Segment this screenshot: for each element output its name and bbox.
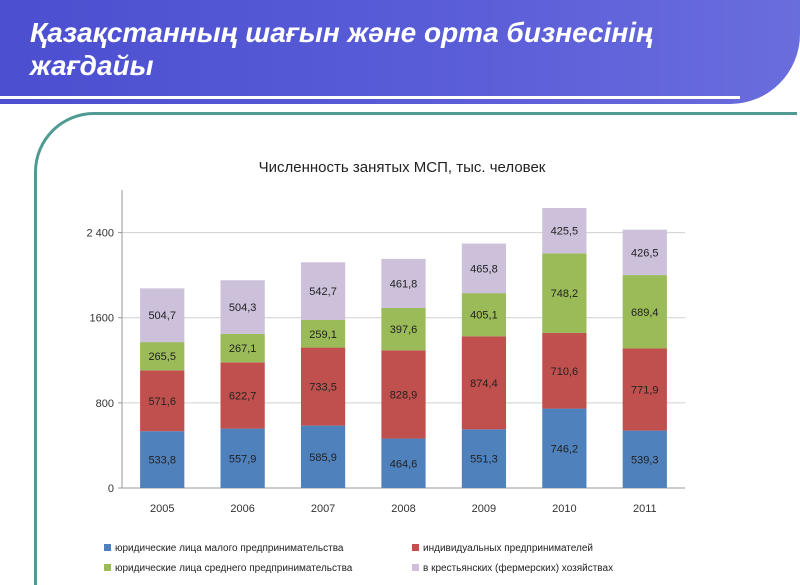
bar-segment <box>542 408 587 488</box>
bar-segment <box>461 429 507 488</box>
bar-segment <box>140 288 185 343</box>
data-label: 710,6 <box>551 366 579 378</box>
data-label: 746,2 <box>551 443 579 455</box>
data-label: 405,1 <box>470 310 498 322</box>
y-tick-label: 0 <box>108 483 114 495</box>
bar-segment <box>300 262 346 321</box>
x-tick-label: 2010 <box>552 503 576 515</box>
legend-label: в крестьянских (фермерских) хозяйствах <box>423 562 613 574</box>
bar-segment <box>140 370 185 432</box>
data-label: 828,9 <box>390 389 418 401</box>
x-tick-label: 2009 <box>472 503 496 515</box>
x-tick-label: 2008 <box>391 503 415 515</box>
data-label: 259,1 <box>309 329 337 341</box>
bar-segment <box>461 243 507 294</box>
data-label: 551,3 <box>470 454 498 466</box>
data-label: 874,4 <box>470 378 498 390</box>
chart-axes: 0 800 1600 2 400 2005 2006 2007 2008 2009 2010 201… <box>86 190 685 515</box>
data-label: 265,5 <box>148 351 176 363</box>
data-label: 748,2 <box>551 288 579 300</box>
y-tick-label: 800 <box>96 398 114 410</box>
legend-label: индивидуальных предпринимателей <box>423 543 593 554</box>
header-divider <box>0 96 740 99</box>
data-label: 397,6 <box>390 324 418 336</box>
bar-segment <box>381 350 426 439</box>
data-label: 733,5 <box>309 382 337 394</box>
bar-segment <box>542 208 587 254</box>
data-label: 425,5 <box>551 226 579 238</box>
y-tick-label: 2 400 <box>86 228 114 240</box>
bar-segment <box>542 253 587 333</box>
bar-segment <box>381 258 426 309</box>
data-label: 504,7 <box>148 310 176 322</box>
data-label: 557,9 <box>229 453 257 465</box>
bar-segment <box>300 347 346 426</box>
bar-segment <box>220 280 265 334</box>
data-label: 585,9 <box>309 452 337 464</box>
y-tick-label: 1600 <box>90 313 114 325</box>
slide-header: Қазақстанның шағын және орта бизнесінің … <box>0 0 800 104</box>
x-tick-label: 2006 <box>230 503 254 515</box>
legend-swatch <box>104 564 111 571</box>
data-label: 533,8 <box>148 455 176 467</box>
bar-segment <box>542 332 587 409</box>
bar-segment <box>220 362 265 429</box>
bar-segment <box>461 293 507 337</box>
bar-segment <box>300 320 346 348</box>
legend-label: юридические лица среднего предпринимател… <box>115 563 353 574</box>
data-label: 689,4 <box>631 307 659 319</box>
bar-segment <box>300 425 346 488</box>
x-tick-label: 2011 <box>633 503 657 515</box>
legend-swatch <box>104 544 111 551</box>
x-tick-label: 2007 <box>311 503 335 515</box>
chart-bars: 533,8 571,6 265,5 504,7 557,9 622,7 267,1 504,3… <box>140 208 667 488</box>
legend-label: юридические лица малого предпринимательс… <box>115 543 344 554</box>
data-label: 771,9 <box>631 385 659 397</box>
bar-segment <box>622 275 667 349</box>
bar-segment <box>622 430 667 488</box>
data-label: 539,3 <box>631 454 659 466</box>
data-label: 504,3 <box>229 302 257 314</box>
data-label: 465,8 <box>470 263 498 275</box>
data-label: 542,7 <box>309 286 337 298</box>
bar-segment <box>381 438 426 488</box>
data-label: 461,8 <box>390 278 418 290</box>
chart-title: Численность занятых МСП, тыс. человек <box>259 159 546 176</box>
bar-segment <box>622 229 667 276</box>
data-label: 464,6 <box>390 458 418 470</box>
bar-segment <box>220 428 265 488</box>
data-label: 426,5 <box>631 247 659 259</box>
bar-segment <box>140 431 185 488</box>
x-tick-label: 2005 <box>150 503 174 515</box>
legend-swatch <box>412 564 419 571</box>
legend-swatch <box>412 544 419 551</box>
content-frame <box>34 112 797 585</box>
bar-segment <box>140 342 185 371</box>
bar-segment <box>461 336 507 430</box>
bar-segment <box>381 308 426 351</box>
data-label: 267,1 <box>229 343 257 355</box>
data-label: 571,6 <box>148 396 176 408</box>
data-label: 622,7 <box>229 390 257 402</box>
bar-segment <box>622 348 667 431</box>
chart-legend: юридические лица малого предпринимательс… <box>104 543 613 574</box>
bar-segment <box>220 333 265 363</box>
slide-title: Қазақстанның шағын және орта бизнесінің … <box>30 17 653 81</box>
